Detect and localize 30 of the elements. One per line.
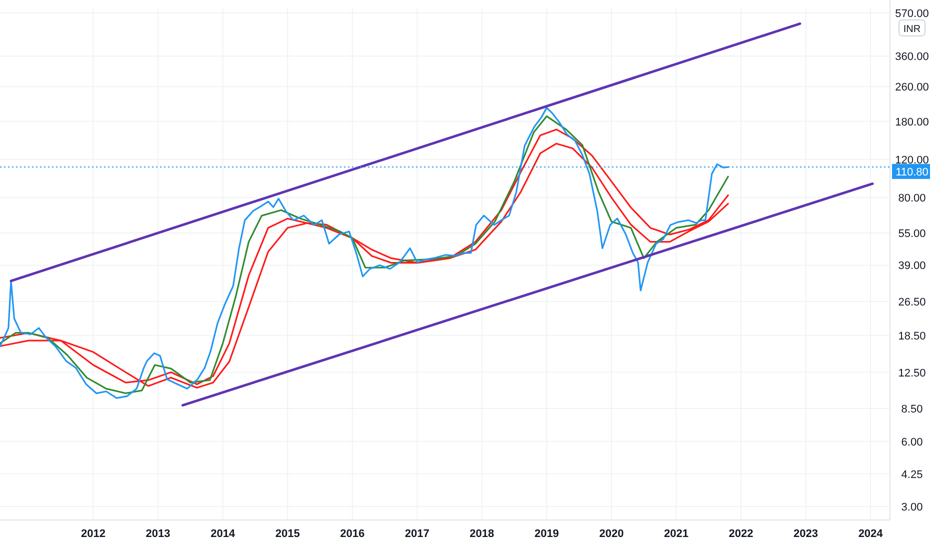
y-tick-label: 180.00 <box>895 116 929 128</box>
y-tick-label: 570.00 <box>895 8 929 20</box>
x-tick-label: 2024 <box>858 528 884 540</box>
x-tick-label: 2013 <box>146 528 170 540</box>
y-tick-label: 3.00 <box>901 502 923 514</box>
x-tick-label: 2023 <box>794 528 818 540</box>
x-tick-label: 2015 <box>275 528 300 540</box>
x-tick-label: 2016 <box>340 528 365 540</box>
y-tick-label: 39.00 <box>898 260 926 272</box>
y-tick-label: 12.50 <box>898 367 926 380</box>
x-tick-label: 2014 <box>210 528 236 540</box>
y-tick-label: 80.00 <box>898 192 926 205</box>
y-tick-label: 120.00 <box>895 154 929 166</box>
x-tick-label: 2020 <box>599 528 624 540</box>
y-tick-label: 6.00 <box>901 436 923 448</box>
x-tick-label: 2021 <box>664 528 688 540</box>
x-tick-label: 2022 <box>728 528 754 540</box>
y-axis-title: INR <box>903 24 921 35</box>
x-tick-label: 2012 <box>81 528 106 540</box>
y-tick-label: 8.50 <box>901 404 923 416</box>
y-tick-label: 360.00 <box>895 51 929 64</box>
x-tick-label: 2019 <box>534 528 559 540</box>
y-tick-label: 18.50 <box>898 330 926 342</box>
y-tick-label: 260.00 <box>895 82 929 94</box>
y-tick-label: 26.50 <box>898 296 926 309</box>
x-tick-label: 2017 <box>404 528 430 540</box>
ref-line-label: 110.80 <box>896 166 928 178</box>
y-tick-label: 4.25 <box>901 468 923 481</box>
x-tick-label: 2018 <box>470 528 494 540</box>
y-tick-label: 55.00 <box>898 228 926 240</box>
